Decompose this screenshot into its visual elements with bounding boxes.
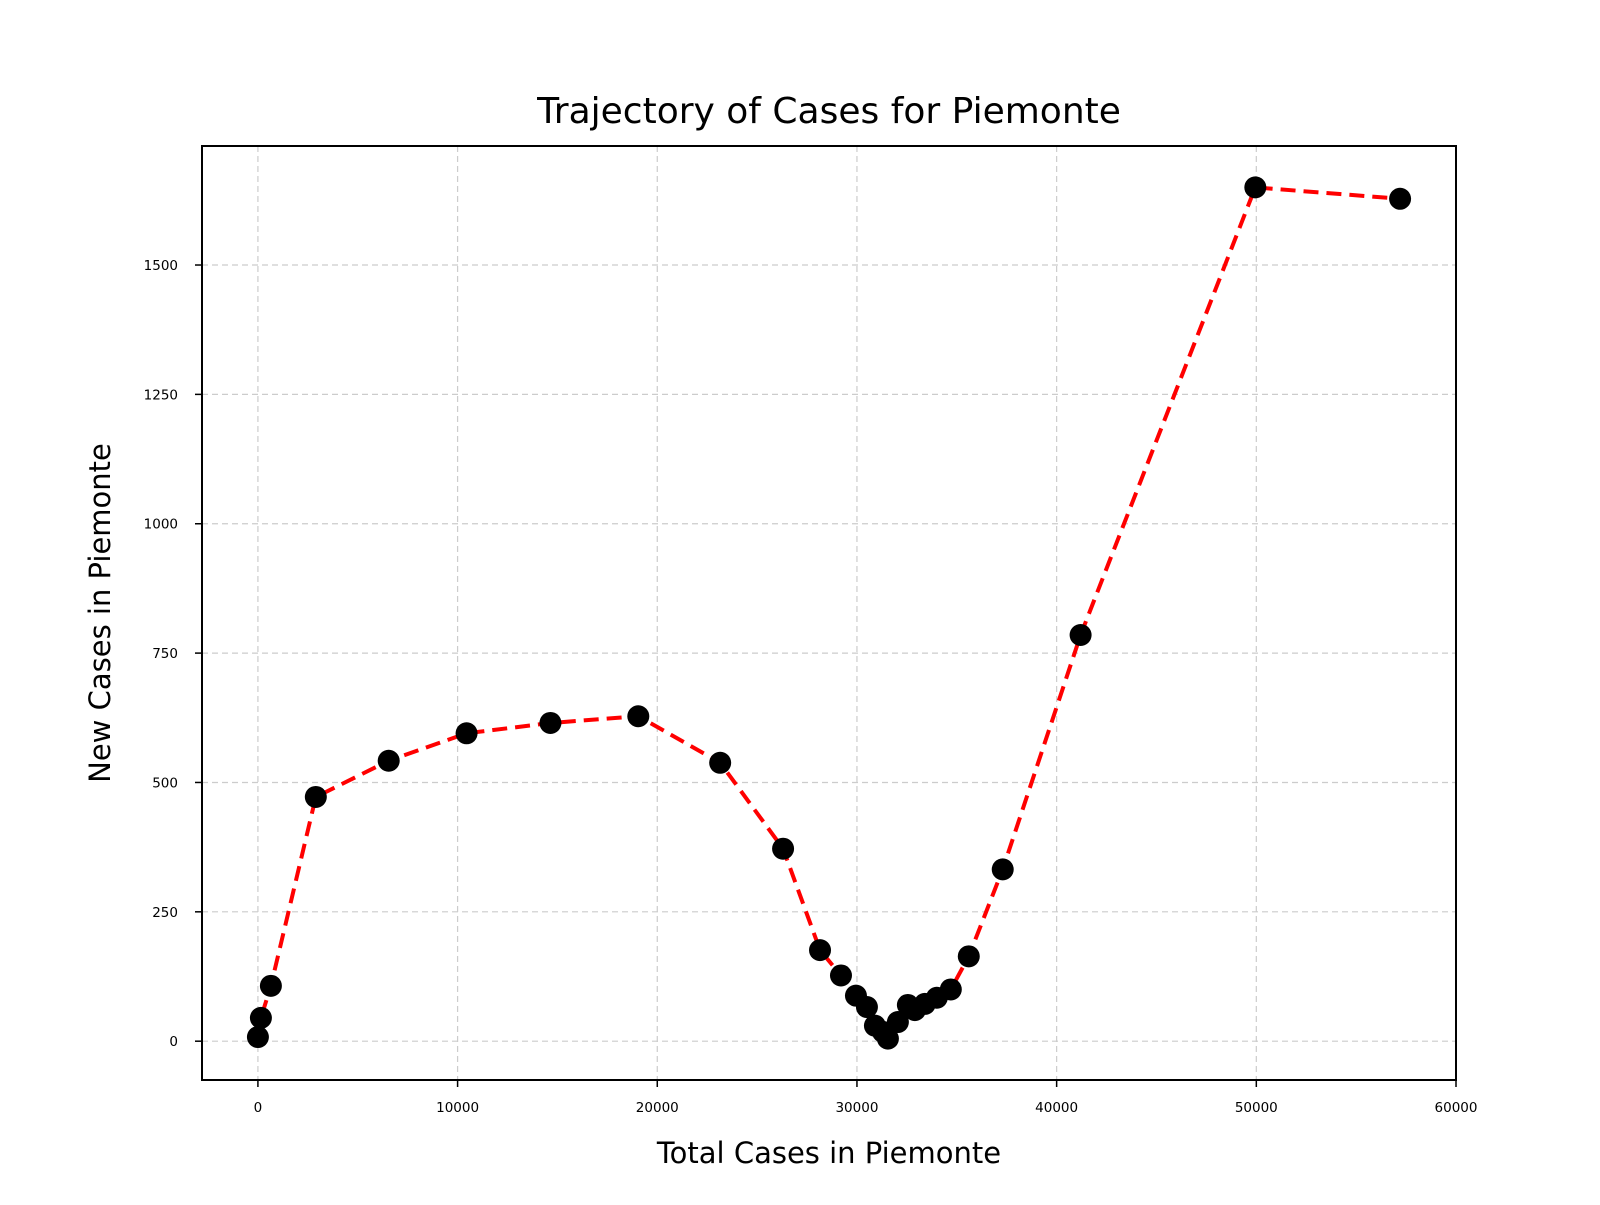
x-tick-label: 10000 [436,1100,479,1116]
y-tick-label: 250 [152,905,178,921]
y-tick-label: 1250 [144,387,178,403]
data-point [1389,187,1412,210]
data-point [886,1011,909,1034]
data-point [246,1026,269,1049]
x-tick-label: 0 [254,1100,263,1116]
data-point [991,858,1014,881]
y-tick-label: 750 [152,646,178,662]
data-point [249,1006,272,1029]
x-tick-label: 40000 [1035,1100,1078,1116]
y-axis-ticks: 0 250 500 750 1000 1250 1500 [144,258,202,1050]
series-lines [255,185,1401,1043]
data-point [1244,176,1267,199]
y-tick-label: 1000 [144,517,178,533]
data-point [876,1027,899,1050]
y-tick-label: 500 [152,775,178,791]
data-point [957,945,980,968]
series-line [255,185,1401,1043]
y-axis-label: New Cases in Piemonte [83,443,117,783]
data-point [939,978,962,1001]
x-axis-ticks: 0 10000 20000 30000 40000 50000 60000 [254,1080,1478,1116]
data-point [829,964,852,987]
data-point [1069,623,1092,646]
data-point [772,837,795,860]
x-tick-label: 20000 [636,1100,679,1116]
data-point [809,939,832,962]
data-point [709,751,732,774]
grid-lines [202,146,1457,1080]
data-point [455,722,478,745]
x-axis-label: Total Cases in Piemonte [656,1136,1001,1170]
x-tick-label: 30000 [835,1100,878,1116]
y-tick-label: 1500 [144,258,178,274]
data-point [855,996,878,1019]
data-point [539,711,562,734]
plot-frame [201,145,1457,1081]
y-tick-label: 0 [169,1034,178,1050]
data-points [246,176,1412,1050]
x-tick-label: 60000 [1435,1100,1478,1116]
data-point [377,749,400,772]
data-point [259,974,282,997]
x-tick-label: 50000 [1235,1100,1278,1116]
data-point [627,705,650,728]
chart-title: Trajectory of Cases for Piemonte [536,91,1121,132]
data-point [304,785,327,808]
